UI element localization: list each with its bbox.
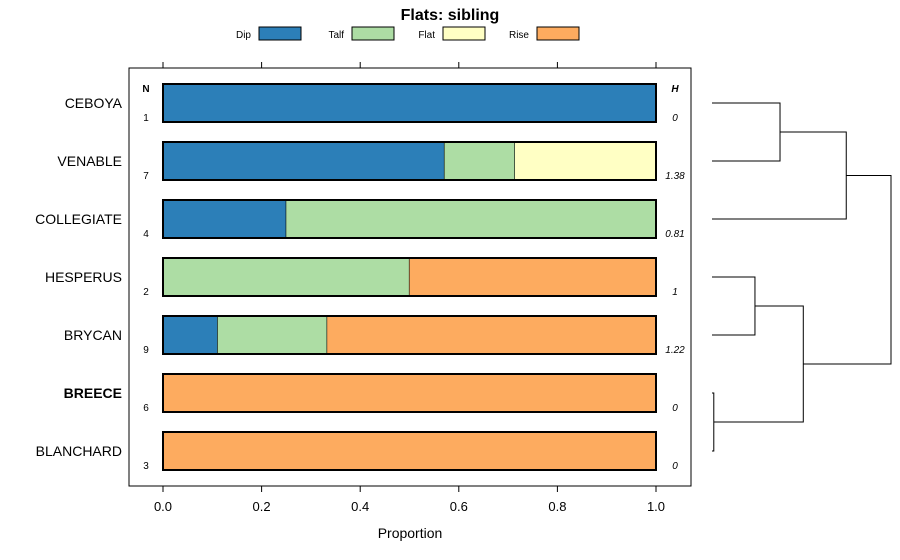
- bar-segment-talf: [217, 316, 328, 354]
- bar-segment-talf: [163, 258, 410, 296]
- bar-segment-flat: [515, 142, 656, 180]
- dendrogram-link-root: [803, 175, 892, 365]
- row-ceboya: CEBOYA 1 0: [65, 83, 678, 124]
- row-collegiate: COLLEGIATE 4 0.81: [35, 199, 685, 240]
- h-column-header: H: [671, 84, 679, 95]
- bar-outline: [162, 141, 657, 181]
- x-axis-title: Proportion: [378, 525, 443, 541]
- x-tick-label: 1.0: [647, 499, 665, 514]
- category-label: VENABLE: [57, 153, 122, 169]
- h-value: 0: [672, 403, 678, 414]
- x-tick-label: 0.4: [351, 499, 369, 514]
- bar-outline: [162, 199, 657, 239]
- legend-label-flat: Flat: [418, 30, 435, 41]
- h-value: 1: [672, 287, 678, 298]
- n-value: 6: [143, 403, 149, 414]
- bar-segment-dip: [163, 142, 445, 180]
- dendrogram: [712, 102, 892, 452]
- legend-label-dip: Dip: [236, 30, 251, 41]
- h-value: 0: [672, 113, 678, 124]
- legend-label-rise: Rise: [509, 30, 529, 41]
- dendrogram-link-bottom-cluster: [713, 305, 804, 423]
- n-value: 9: [143, 345, 149, 356]
- bar-segment-talf: [444, 142, 516, 180]
- bottom-axis: 0.0 0.2 0.4 0.6 0.8 1.0: [154, 486, 665, 514]
- n-value: 4: [143, 229, 149, 240]
- plot-frame: [128, 67, 692, 487]
- bar-segment-talf: [286, 200, 656, 238]
- row-brycan: BRYCAN 9 1.22: [64, 315, 685, 356]
- legend-swatch-talf: [351, 26, 395, 41]
- top-axis-ticks: [162, 62, 657, 68]
- x-tick-label: 0.0: [154, 499, 172, 514]
- x-tick-label: 0.6: [450, 499, 468, 514]
- n-column-header: N: [142, 84, 149, 95]
- bar-segment-dip: [163, 84, 656, 122]
- h-value: 0.81: [665, 229, 684, 240]
- bar-segment-dip: [163, 316, 218, 354]
- row-hesperus: HESPERUS 2 1: [45, 257, 678, 298]
- row-blanchard: BLANCHARD 3 0: [36, 431, 678, 472]
- bar-segment-rise: [163, 432, 656, 470]
- category-label: BLANCHARD: [36, 443, 122, 459]
- legend-label-talf: Talf: [328, 30, 344, 41]
- chart-title: Flats: sibling: [401, 7, 500, 24]
- bar-outline: [162, 257, 657, 297]
- x-tick-label: 0.2: [253, 499, 271, 514]
- category-label: BREECE: [64, 385, 122, 401]
- bar-outline: [162, 83, 657, 123]
- h-value: 1.22: [665, 345, 685, 356]
- category-label: HESPERUS: [45, 269, 122, 285]
- legend-swatch-rise: [536, 26, 580, 41]
- row-breece: BREECE 6 0: [64, 373, 678, 414]
- bar-segment-rise: [409, 258, 656, 296]
- bar-outline: [162, 315, 657, 355]
- x-tick-label: 0.8: [548, 499, 566, 514]
- category-label: BRYCAN: [64, 327, 122, 343]
- h-value: 1.38: [665, 171, 685, 182]
- legend-swatch-dip: [258, 26, 302, 41]
- bar-outline: [162, 431, 657, 471]
- dendrogram-link-breece-blanchard: [712, 392, 715, 452]
- n-value: 7: [143, 171, 149, 182]
- bar-segment-dip: [163, 200, 287, 238]
- dendrogram-link-hesperus-brycan: [712, 276, 756, 336]
- n-value: 3: [143, 461, 149, 472]
- h-value: 0: [672, 461, 678, 472]
- bar-rows: CEBOYA 1 0 VENABLE 7 1.38 COLLEGIATE 4 0.81 HESPE…: [35, 83, 685, 472]
- legend: Dip Talf Flat Rise: [236, 26, 580, 41]
- dendrogram-link-top-cluster: [712, 131, 847, 220]
- bar-outline: [162, 373, 657, 413]
- dendrogram-link-ceboya-venable: [712, 102, 781, 162]
- n-value: 1: [143, 113, 149, 124]
- bar-segment-rise: [163, 374, 656, 412]
- category-label: COLLEGIATE: [35, 211, 122, 227]
- category-label: CEBOYA: [65, 95, 123, 111]
- legend-swatch-flat: [442, 26, 486, 41]
- bar-segment-rise: [327, 316, 656, 354]
- row-venable: VENABLE 7 1.38: [57, 141, 685, 182]
- n-value: 2: [143, 287, 149, 298]
